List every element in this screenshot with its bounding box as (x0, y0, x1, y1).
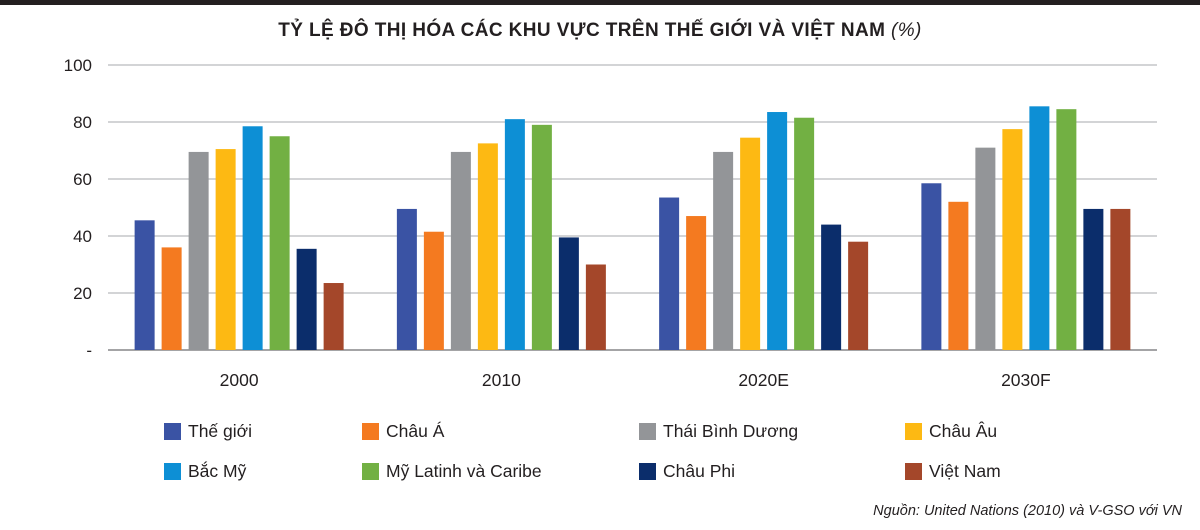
x-axis-ticks: 2000 2010 2020E 2030F (220, 370, 1051, 390)
chart-title: TỶ LỆ ĐÔ THỊ HÓA CÁC KHU VỰC TRÊN THẾ GI… (0, 20, 1200, 42)
bar (921, 183, 942, 350)
x-tick-label: 2020E (738, 370, 789, 390)
bar (134, 220, 155, 350)
y-tick-label: 80 (73, 113, 92, 132)
bar (794, 117, 815, 350)
bar (323, 283, 344, 350)
bar (477, 143, 498, 350)
top-rule (0, 0, 1200, 5)
bar (1056, 109, 1077, 350)
bar (1110, 208, 1131, 350)
gridlines (108, 64, 1157, 351)
bar (1083, 208, 1104, 350)
bar (242, 126, 263, 351)
bar (686, 216, 707, 350)
bar (215, 149, 236, 350)
bar (558, 237, 579, 350)
bar (740, 137, 761, 350)
y-tick-label: 60 (73, 170, 92, 189)
x-tick-label: 2000 (220, 370, 259, 390)
bar (188, 151, 209, 350)
bar (585, 264, 606, 350)
bar (396, 208, 417, 350)
bars (134, 106, 1131, 351)
bar (296, 248, 317, 350)
bar (161, 247, 182, 350)
y-tick-label: - (86, 341, 92, 360)
x-tick-label: 2010 (482, 370, 521, 390)
y-tick-label: 100 (64, 56, 92, 75)
y-tick-label: 40 (73, 227, 92, 246)
chart-title-text: TỶ LỆ ĐÔ THỊ HÓA CÁC KHU VỰC TRÊN THẾ GI… (278, 20, 886, 41)
bar (504, 119, 525, 351)
bar (1029, 106, 1050, 350)
bar (423, 231, 444, 350)
source-note: Nguồn: United Nations (2010) và V-GSO vớ… (873, 503, 1182, 519)
bar (713, 151, 734, 350)
bar (269, 136, 290, 350)
bar (531, 124, 552, 350)
x-tick-label: 2030F (1001, 370, 1051, 390)
bar (659, 197, 680, 350)
y-axis-ticks: - 20 40 60 80 100 (64, 56, 92, 360)
chart-title-unit: (%) (890, 20, 922, 41)
bar (948, 201, 969, 350)
bar (848, 241, 869, 350)
bar (767, 112, 788, 351)
bar (821, 224, 842, 350)
y-tick-label: 20 (73, 284, 92, 303)
bar (1002, 129, 1023, 350)
bar (450, 151, 471, 350)
bar (975, 147, 996, 350)
